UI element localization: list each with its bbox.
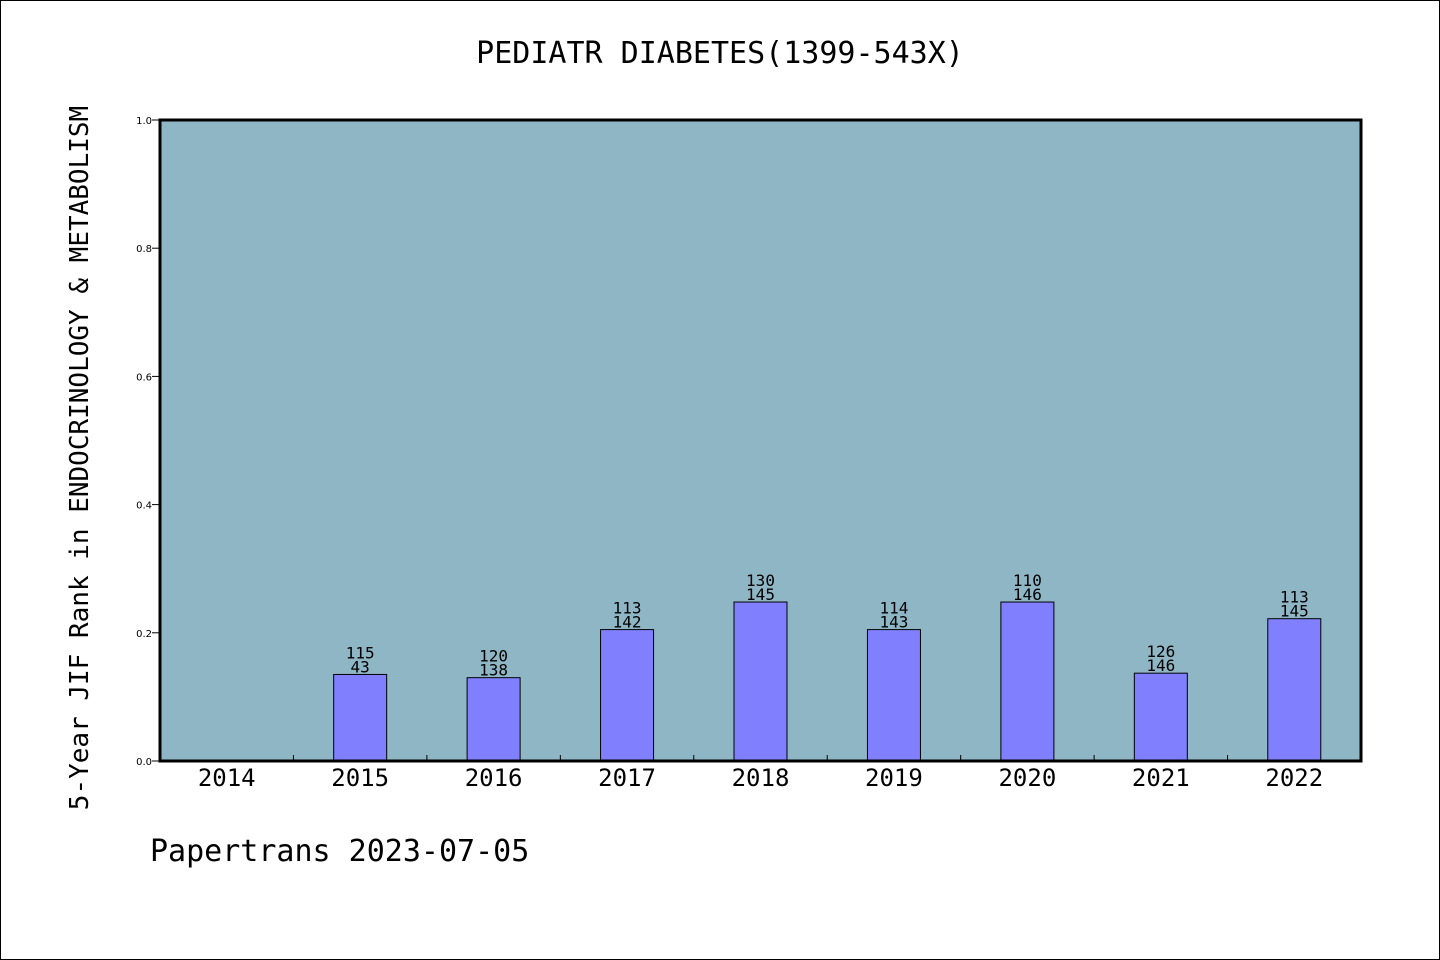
footer-watermark: Papertrans 2023-07-05 [150,834,530,869]
x-tick-label: 2021 [1132,764,1190,792]
y-tick-label: 0.2 [136,629,152,640]
bar-2017 [600,629,655,762]
bar-label: 145 [746,585,775,604]
bar-2015 [333,673,388,762]
bar-label: 138 [479,661,508,680]
x-tick-label: 2020 [998,764,1056,792]
bar-label: 113 [613,599,642,618]
bar-2022 [1267,618,1322,762]
x-tick-label: 2016 [465,764,523,792]
x-tick-label: 2014 [198,764,256,792]
bar-label: 146 [1146,656,1175,675]
bar-label: 130 [746,571,775,590]
x-tick-label: 2018 [732,764,790,792]
x-tick-label: 2017 [598,764,656,792]
bar-label: 145 [1280,602,1309,621]
bar-2019 [866,629,921,762]
bar-2016 [466,677,521,762]
bar-2018 [733,601,788,762]
bar-label: 143 [879,613,908,632]
x-tick-label: 2019 [865,764,923,792]
plot-border [158,118,1363,763]
chart-title: PEDIATR DIABETES(1399-543X) [476,36,964,71]
bar-label: 43 [351,657,370,676]
y-tick-label: 1.0 [136,116,152,127]
bar-label: 142 [613,613,642,632]
x-tick-label: 2022 [1265,764,1323,792]
bar-label: 113 [1280,588,1309,607]
y-tick-label: 0.6 [136,372,152,383]
bar-label: 115 [346,643,375,662]
bar-label: 126 [1146,642,1175,661]
bar-2021 [1133,672,1188,762]
x-tick-label: 2015 [331,764,389,792]
bar-label: 110 [1013,571,1042,590]
y-tick-label: 0.4 [136,501,152,512]
y-tick-label: 0.8 [136,244,152,255]
bar-label: 120 [479,647,508,666]
bar-2020 [1000,601,1055,762]
bar-label: 114 [879,599,908,618]
bar-label: 146 [1013,585,1042,604]
y-tick-label: 0.0 [136,757,152,768]
